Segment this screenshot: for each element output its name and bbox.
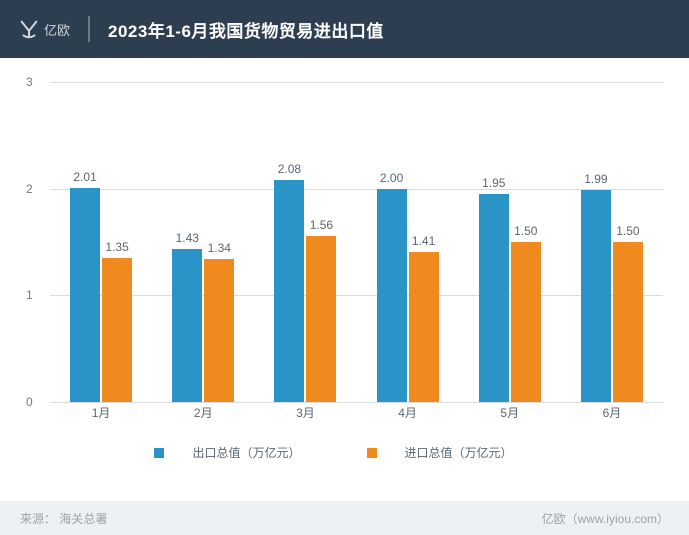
bar: 1.56 xyxy=(306,236,336,402)
x-tick-label: 6月 xyxy=(603,404,622,421)
bar-value-label: 2.00 xyxy=(380,171,403,185)
legend-swatch xyxy=(154,448,164,458)
y-tick-label: 0 xyxy=(26,395,33,409)
bar: 2.00 xyxy=(377,189,407,402)
bar: 2.08 xyxy=(274,180,304,402)
bar-value-label: 1.41 xyxy=(412,234,435,248)
bar-value-label: 1.34 xyxy=(208,241,231,255)
header-divider xyxy=(88,16,90,42)
bar-value-label: 2.01 xyxy=(73,170,96,184)
brand-name: 亿欧 xyxy=(44,20,70,39)
brand-credit: 亿欧（www.iyiou.com） xyxy=(542,510,669,527)
plot-area: 01232.011.351.431.342.081.562.001.411.95… xyxy=(50,82,663,402)
legend-label: 进口总值（万亿元） xyxy=(405,444,513,461)
x-tick-label: 3月 xyxy=(296,404,315,421)
y-tick-label: 2 xyxy=(26,182,33,196)
x-tick-label: 2月 xyxy=(194,404,213,421)
source: 来源： 海关总署 xyxy=(20,510,107,527)
bar-value-label: 1.35 xyxy=(105,240,128,254)
bar-group: 2.011.35 xyxy=(70,188,132,402)
y-tick-label: 1 xyxy=(26,288,33,302)
bar-value-label: 1.43 xyxy=(176,231,199,245)
legend-label: 出口总值（万亿元） xyxy=(192,444,300,461)
bar-value-label: 1.95 xyxy=(482,176,505,190)
bar: 1.35 xyxy=(102,258,132,402)
bar: 1.95 xyxy=(479,194,509,402)
chart-container: 01232.011.351.431.342.081.562.001.411.95… xyxy=(0,58,689,461)
gridline xyxy=(50,402,663,403)
bar: 2.01 xyxy=(70,188,100,402)
x-tick-label: 5月 xyxy=(500,404,519,421)
gridline xyxy=(50,82,663,83)
bar-group: 2.081.56 xyxy=(274,180,336,402)
x-axis: 1月 2月 3月 4月 5月 6月 xyxy=(50,404,663,424)
bar-group: 1.431.34 xyxy=(172,249,234,402)
card-header: 亿欧 2023年1-6月我国货物贸易进出口值 xyxy=(0,0,689,58)
source-label: 来源： xyxy=(20,512,56,526)
bar-group: 2.001.41 xyxy=(377,189,439,402)
y-tick-label: 3 xyxy=(26,75,33,89)
chart-card: 亿欧 2023年1-6月我国货物贸易进出口值 01232.011.351.431… xyxy=(0,0,689,535)
chart-title: 2023年1-6月我国货物贸易进出口值 xyxy=(108,17,384,42)
bar-value-label: 1.50 xyxy=(616,224,639,238)
bar-value-label: 2.08 xyxy=(278,162,301,176)
bar-group: 1.951.50 xyxy=(479,194,541,402)
legend: 出口总值（万亿元） 进口总值（万亿元） xyxy=(22,444,667,461)
legend-item: 进口总值（万亿元） xyxy=(367,444,535,461)
card-footer: 来源： 海关总署 亿欧（www.iyiou.com） xyxy=(0,501,689,535)
legend-item: 出口总值（万亿元） xyxy=(154,444,322,461)
bar: 1.43 xyxy=(172,249,202,402)
bar-value-label: 1.50 xyxy=(514,224,537,238)
source-value: 海关总署 xyxy=(59,512,107,526)
gridline xyxy=(50,295,663,296)
legend-swatch xyxy=(367,448,377,458)
gridline xyxy=(50,189,663,190)
bar-value-label: 1.99 xyxy=(584,172,607,186)
bar-value-label: 1.56 xyxy=(310,218,333,232)
bar: 1.50 xyxy=(511,242,541,402)
yiou-logo-icon xyxy=(18,18,40,40)
bar: 1.34 xyxy=(204,259,234,402)
bar: 1.99 xyxy=(581,190,611,402)
brand-logo: 亿欧 xyxy=(18,18,70,40)
x-tick-label: 4月 xyxy=(398,404,417,421)
bar: 1.41 xyxy=(409,252,439,402)
bar-group: 1.991.50 xyxy=(581,190,643,402)
bar-chart: 01232.011.351.431.342.081.562.001.411.95… xyxy=(22,72,667,442)
x-tick-label: 1月 xyxy=(92,404,111,421)
bar: 1.50 xyxy=(613,242,643,402)
